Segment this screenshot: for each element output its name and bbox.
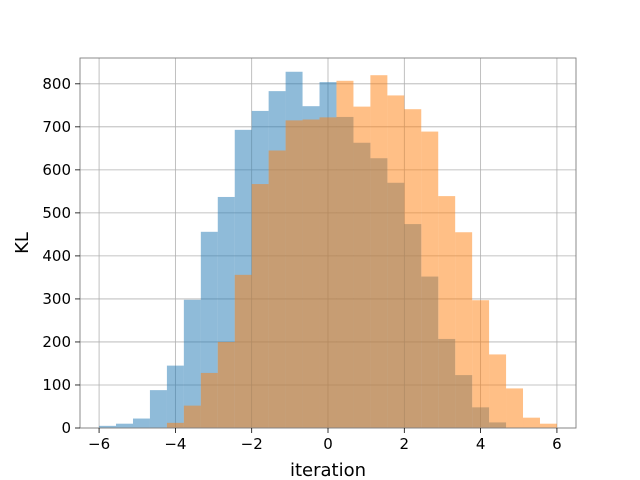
histogram-bar	[506, 388, 524, 428]
histogram-bar	[99, 425, 117, 428]
x-tick-label: 4	[476, 435, 486, 453]
histogram-bar	[455, 232, 473, 428]
y-tick-label: 100	[42, 376, 71, 394]
histogram-bar	[251, 184, 269, 428]
histogram-bar	[234, 274, 252, 428]
y-tick-label: 0	[61, 419, 71, 437]
y-tick-label: 500	[42, 204, 71, 222]
histogram-bar	[472, 300, 490, 428]
y-tick-label: 300	[42, 290, 71, 308]
y-tick-label: 200	[42, 333, 71, 351]
histogram-bar	[319, 117, 337, 428]
x-tick-label: −6	[88, 435, 110, 453]
histogram-bar	[116, 423, 133, 428]
histogram-bar	[353, 106, 371, 429]
histogram-bar	[539, 423, 557, 428]
x-axis-title: iteration	[290, 460, 366, 480]
y-tick-label: 700	[42, 118, 71, 136]
series-2	[166, 75, 557, 429]
histogram-bar	[149, 390, 167, 428]
histogram-bar	[285, 120, 303, 428]
histogram-bar	[489, 354, 507, 428]
y-tick-label: 600	[42, 161, 71, 179]
x-tick-label: −4	[164, 435, 186, 453]
histogram-bar	[166, 365, 184, 428]
histogram-bar	[336, 80, 354, 429]
histogram-bar	[183, 299, 201, 428]
axis-ticks: −6 −4 −2 0 2 4 6 0 100 200 300 400 500 600 700 800	[42, 75, 561, 453]
histogram-bar	[438, 196, 456, 428]
histogram-bar	[183, 405, 201, 428]
histogram-bar	[523, 417, 540, 428]
histogram-bar	[387, 95, 405, 428]
y-tick-label: 400	[42, 247, 71, 265]
histogram-bar	[166, 422, 184, 428]
x-tick-label: 6	[552, 435, 562, 453]
histogram-bar	[370, 75, 388, 429]
histogram-bars	[99, 71, 557, 429]
y-axis-title: KL	[12, 232, 33, 254]
y-tick-label: 800	[42, 75, 71, 93]
x-tick-label: 0	[323, 435, 333, 453]
histogram-bar	[302, 119, 320, 428]
histogram-bar	[217, 341, 235, 428]
histogram-bar	[404, 109, 422, 428]
histogram-bar	[200, 372, 218, 428]
histogram-bar	[268, 150, 286, 428]
histogram-bar	[421, 131, 439, 428]
histogram-bar	[132, 418, 150, 428]
x-tick-label: −2	[241, 435, 263, 453]
x-tick-label: 2	[400, 435, 410, 453]
